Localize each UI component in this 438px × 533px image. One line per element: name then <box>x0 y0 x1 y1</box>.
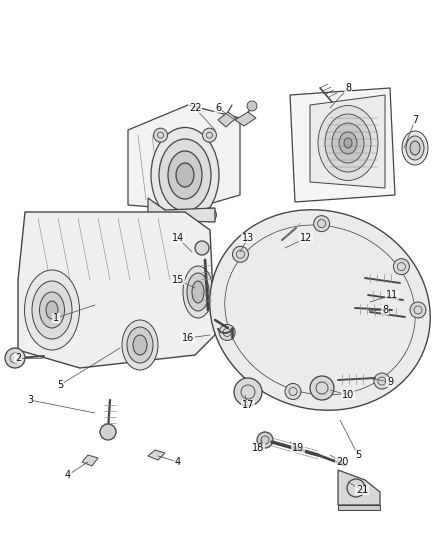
Text: 20: 20 <box>336 457 348 467</box>
Text: 5: 5 <box>355 450 361 460</box>
Ellipse shape <box>332 123 364 163</box>
Ellipse shape <box>46 301 58 319</box>
Text: 2: 2 <box>15 353 21 363</box>
Text: 8: 8 <box>345 83 351 93</box>
Polygon shape <box>310 95 385 188</box>
Ellipse shape <box>339 132 357 154</box>
Circle shape <box>310 376 334 400</box>
Text: 12: 12 <box>300 233 312 243</box>
Text: 4: 4 <box>65 470 71 480</box>
Ellipse shape <box>127 327 153 363</box>
Text: 1: 1 <box>53 313 59 323</box>
Circle shape <box>219 325 235 341</box>
Text: 17: 17 <box>242 400 254 410</box>
Circle shape <box>233 246 248 262</box>
Polygon shape <box>210 209 430 410</box>
Text: 11: 11 <box>386 290 398 300</box>
Circle shape <box>154 128 168 142</box>
Polygon shape <box>82 455 98 466</box>
Text: 8: 8 <box>382 305 388 315</box>
Polygon shape <box>338 505 380 510</box>
Polygon shape <box>148 198 215 222</box>
Ellipse shape <box>325 114 371 172</box>
Polygon shape <box>218 112 236 127</box>
Text: 18: 18 <box>252 443 264 453</box>
Circle shape <box>314 216 330 232</box>
Circle shape <box>202 128 216 142</box>
Ellipse shape <box>133 335 147 355</box>
Circle shape <box>202 208 216 222</box>
Polygon shape <box>290 88 395 202</box>
Text: 21: 21 <box>356 485 368 495</box>
Ellipse shape <box>176 163 194 187</box>
Ellipse shape <box>25 270 80 350</box>
Text: 13: 13 <box>242 233 254 243</box>
Text: 14: 14 <box>172 233 184 243</box>
Circle shape <box>285 383 301 399</box>
Circle shape <box>100 424 116 440</box>
Circle shape <box>393 259 410 274</box>
Ellipse shape <box>168 151 202 199</box>
Polygon shape <box>18 212 215 368</box>
Ellipse shape <box>402 131 428 165</box>
Circle shape <box>234 378 262 406</box>
Polygon shape <box>128 105 240 210</box>
Ellipse shape <box>151 127 219 222</box>
Ellipse shape <box>187 273 209 311</box>
Text: 16: 16 <box>182 333 194 343</box>
Ellipse shape <box>192 281 204 303</box>
Circle shape <box>5 348 25 368</box>
Circle shape <box>374 373 390 389</box>
Ellipse shape <box>159 139 211 211</box>
Ellipse shape <box>183 266 213 318</box>
Circle shape <box>195 241 209 255</box>
Text: 5: 5 <box>57 380 63 390</box>
Text: 6: 6 <box>215 103 221 113</box>
Text: 7: 7 <box>412 115 418 125</box>
Circle shape <box>247 101 257 111</box>
Circle shape <box>154 208 168 222</box>
Text: 10: 10 <box>342 390 354 400</box>
Ellipse shape <box>406 136 424 160</box>
Text: 19: 19 <box>292 443 304 453</box>
Circle shape <box>257 432 273 448</box>
Text: 15: 15 <box>172 275 184 285</box>
Text: 9: 9 <box>387 377 393 387</box>
Ellipse shape <box>39 292 64 328</box>
Ellipse shape <box>344 138 352 148</box>
Text: 22: 22 <box>189 103 201 113</box>
Circle shape <box>410 302 426 318</box>
Polygon shape <box>148 450 165 460</box>
Text: 3: 3 <box>27 395 33 405</box>
Ellipse shape <box>318 106 378 181</box>
Ellipse shape <box>410 141 420 155</box>
Ellipse shape <box>32 281 72 339</box>
Ellipse shape <box>122 320 158 370</box>
Text: 4: 4 <box>175 457 181 467</box>
Polygon shape <box>338 470 380 505</box>
Polygon shape <box>235 112 256 126</box>
